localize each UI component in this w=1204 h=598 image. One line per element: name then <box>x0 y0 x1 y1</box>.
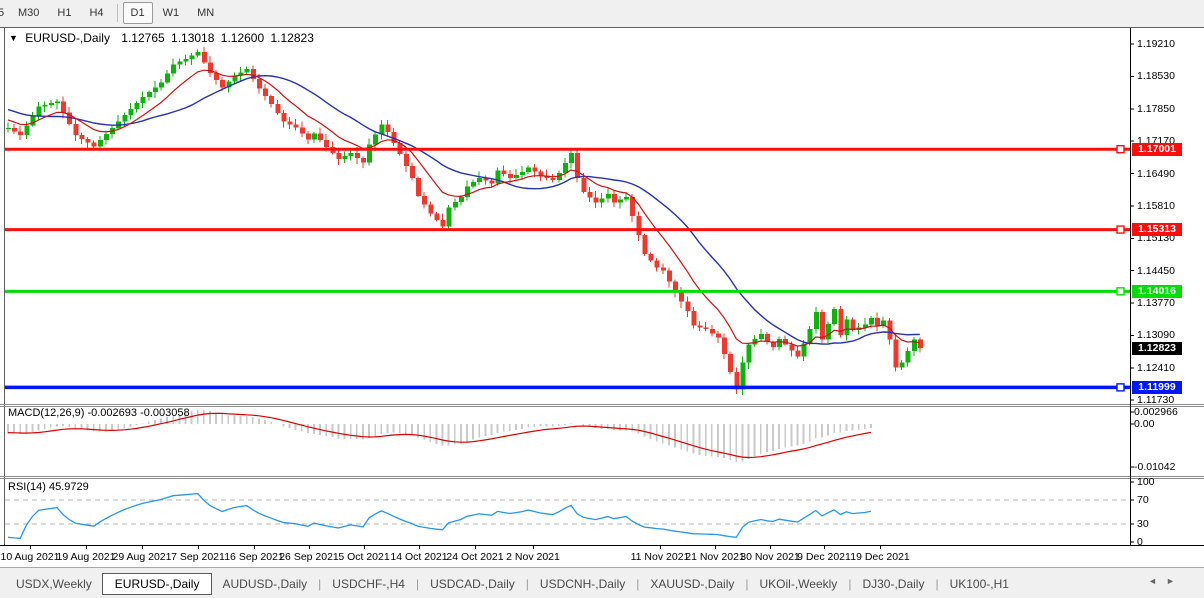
price-axis-tick: 1.16490 <box>1137 167 1175 180</box>
macd-axis-tick: 0.00 <box>1134 418 1155 430</box>
date-axis-label: 29 Aug 2021 <box>112 551 172 563</box>
level-price-label[interactable]: 1.14016 <box>1132 284 1182 298</box>
timeframe-button-h1[interactable]: H1 <box>57 7 72 19</box>
level-line-handle[interactable] <box>1116 225 1125 234</box>
price-axis-tick: 1.13090 <box>1137 329 1175 342</box>
chart-tab-usdcnh-daily[interactable]: USDCNH-,Daily <box>539 576 626 591</box>
rsi-axis-tick: 70 <box>1137 494 1149 506</box>
timeframe-button-w1[interactable]: W1 <box>162 7 180 19</box>
chart-tab-bar: USDX,Weekly EURUSD-,Daily AUDUSD-,Daily | US… <box>0 569 1204 598</box>
rsi-label: RSI(14) 45.9729 <box>8 481 89 493</box>
date-axis-label: 10 Aug 2021 <box>0 551 60 563</box>
candlesticks <box>6 47 923 395</box>
price-axis-tick: 1.14450 <box>1137 264 1175 277</box>
macd-histogram <box>7 409 872 462</box>
tab-scroll-right-icon[interactable]: ► <box>1166 576 1175 586</box>
pane-borders <box>0 27 1204 568</box>
tab-separator: | <box>848 576 852 591</box>
level-price-label[interactable]: 1.15313 <box>1132 223 1182 237</box>
date-axis-label: 24 Oct 2021 <box>446 551 504 563</box>
chart-header: ▼ EURUSD-,Daily 1.12765 1.13018 1.12600 … <box>9 31 314 45</box>
date-axis-label: 19 Aug 2021 <box>56 551 116 563</box>
chart-tab-ukoil-weekly[interactable]: UKOil-,Weekly <box>759 576 838 591</box>
ohlc-low: 1.12600 <box>220 31 265 45</box>
price-axis-tick: 1.11730 <box>1137 394 1175 407</box>
ohlc-high: 1.13018 <box>171 31 215 45</box>
level-line-handle[interactable] <box>1116 287 1125 296</box>
rsi-axis-tick: 0 <box>1137 536 1143 548</box>
ma-slow-line <box>7 74 920 345</box>
price-axis-tick: 1.19210 <box>1137 38 1175 50</box>
date-axis-label: 9 Dec 2021 <box>797 551 851 563</box>
chart-tab-usdcad-daily[interactable]: USDCAD-,Daily <box>430 576 515 591</box>
date-axis-label: 5 Oct 2021 <box>338 551 390 563</box>
timeframe-button-mn[interactable]: MN <box>197 7 215 19</box>
date-axis-label: 7 Sep 2021 <box>171 551 225 563</box>
timeframe-button-d1[interactable]: D1 <box>122 2 153 24</box>
price-axis-tick: 1.18530 <box>1137 70 1175 83</box>
tab-separator: | <box>745 576 749 591</box>
timeframe-button-clipped[interactable]: 5 <box>0 2 8 24</box>
chart-tab-xauusd-daily[interactable]: XAUUSD-,Daily <box>650 576 735 591</box>
chart-tab-uk100-h1[interactable]: UK100-,H1 <box>949 576 1009 591</box>
date-axis-label: 21 Nov 2021 <box>685 551 745 563</box>
chart-tab-usdx-weekly[interactable]: USDX,Weekly <box>16 576 92 591</box>
chart-tab-audusd-daily[interactable]: AUDUSD-,Daily <box>222 576 308 591</box>
chart-tab-eurusd-daily[interactable]: EURUSD-,Daily <box>101 572 213 595</box>
macd-axis-tick: -0.01042 <box>1134 460 1176 473</box>
timeframe-toolbar: 5 M30 H1 H4 D1 W1 MN <box>0 0 1204 26</box>
timeframe-button-m30[interactable]: M30 <box>18 7 40 19</box>
price-axis-tick: 1.12410 <box>1137 361 1175 374</box>
level-price-label[interactable]: 1.11999 <box>1132 380 1182 394</box>
chart-symbol-label: EURUSD-,Daily <box>25 31 110 45</box>
ohlc-open: 1.12765 <box>121 31 165 45</box>
level-line-handle[interactable] <box>1116 383 1125 392</box>
rsi-line <box>7 492 872 539</box>
date-axis-label: 19 Dec 2021 <box>850 551 910 563</box>
ohlc-close: 1.12823 <box>270 31 314 45</box>
tab-scroll-left-icon[interactable]: ◄ <box>1148 576 1157 586</box>
date-axis-label: 16 Sep 2021 <box>224 551 284 563</box>
rsi-axis-tick: 100 <box>1137 476 1155 488</box>
chart-canvas <box>0 27 1204 568</box>
price-axis-tick: 1.15810 <box>1137 199 1175 212</box>
level-line-handle[interactable] <box>1116 144 1125 154</box>
level-price-label[interactable]: 1.17001 <box>1132 142 1182 156</box>
tab-separator: | <box>318 576 322 591</box>
chart-tab-usdchf-h4[interactable]: USDCHF-,H4 <box>332 576 405 591</box>
ma-fast-line <box>7 69 921 347</box>
current-price-label: 1.12823 <box>1132 341 1182 355</box>
macd-signal-line <box>7 412 872 459</box>
date-axis-label: 26 Sep 2021 <box>279 551 339 563</box>
price-axis-tick: 1.13770 <box>1137 297 1175 310</box>
price-axis-tick: 1.17850 <box>1137 102 1175 115</box>
tab-separator: | <box>935 576 939 591</box>
toolbar-separator <box>116 4 118 22</box>
tab-separator: | <box>525 576 529 591</box>
date-axis-label: 2 Nov 2021 <box>506 551 560 563</box>
timeframe-button-h4[interactable]: H4 <box>89 7 104 19</box>
rsi-axis-tick: 30 <box>1137 518 1149 530</box>
chart-window <box>0 27 1204 568</box>
date-axis-label: 30 Nov 2021 <box>740 551 800 563</box>
date-axis-label: 14 Oct 2021 <box>390 551 448 563</box>
date-axis-label: 11 Nov 2021 <box>630 551 690 563</box>
macd-axis-tick: 0.002966 <box>1134 405 1178 418</box>
macd-label: MACD(12,26,9) -0.002693 -0.003058 <box>8 407 190 419</box>
tab-separator: | <box>636 576 640 591</box>
chart-dropdown-icon[interactable]: ▼ <box>9 33 18 43</box>
chart-tab-dj30-daily[interactable]: DJ30-,Daily <box>862 576 925 591</box>
tab-separator: | <box>415 576 420 591</box>
